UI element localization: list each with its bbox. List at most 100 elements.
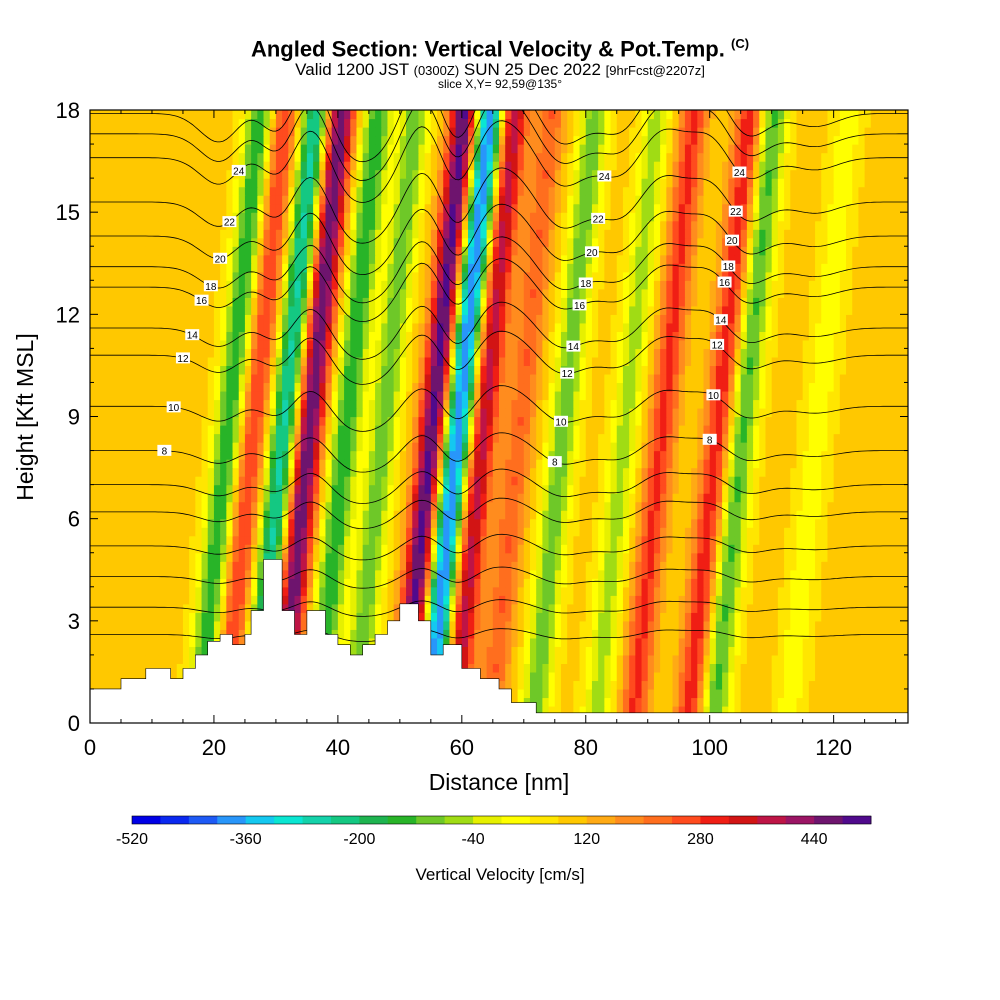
- field-cell: [641, 637, 649, 647]
- field-cell: [430, 586, 438, 596]
- field-cell: [151, 467, 159, 477]
- field-cell: [430, 527, 438, 537]
- field-cell: [598, 561, 605, 571]
- field-cell: [331, 595, 339, 605]
- field-cell: [350, 595, 358, 605]
- field-cell: [833, 442, 841, 452]
- field-cell: [325, 595, 333, 605]
- field-cell: [753, 663, 760, 673]
- field-cell: [771, 680, 779, 690]
- field-cell: [548, 569, 556, 579]
- field-cell: [275, 416, 283, 426]
- field-cell: [629, 671, 636, 682]
- field-cell: [839, 680, 847, 690]
- field-cell: [808, 450, 816, 460]
- field-cell: [282, 518, 289, 528]
- field-cell: [232, 459, 240, 469]
- field-cell: [523, 569, 531, 579]
- field-cell: [585, 442, 593, 452]
- field-cell: [151, 476, 159, 486]
- field-cell: [827, 493, 835, 503]
- field-cell: [901, 646, 908, 656]
- field-cell: [579, 459, 587, 469]
- field-cell: [90, 629, 97, 639]
- field-cell: [499, 578, 506, 588]
- field-cell: [660, 586, 667, 596]
- field-cell: [114, 467, 122, 477]
- field-cell: [678, 586, 686, 596]
- field-cell: [486, 578, 494, 588]
- field-cell: [381, 416, 389, 426]
- field-cell: [257, 561, 265, 571]
- field-cell: [424, 544, 432, 554]
- field-cell: [158, 518, 165, 528]
- field-cell: [536, 442, 543, 452]
- field-cell: [145, 442, 153, 452]
- field-cell: [505, 433, 512, 443]
- field-cell: [883, 680, 891, 690]
- field-cell: [790, 407, 798, 418]
- field-cell: [802, 705, 810, 716]
- field-cell: [895, 535, 903, 545]
- field-cell: [468, 450, 475, 460]
- field-cell: [505, 535, 512, 545]
- field-cell: [226, 407, 234, 418]
- field-cell: [802, 680, 810, 690]
- field-cell: [145, 459, 153, 469]
- field-cell: [641, 510, 649, 520]
- field-cell: [244, 586, 252, 596]
- field-cell: [213, 620, 221, 630]
- field-cell: [313, 552, 320, 562]
- field-cell: [858, 612, 866, 622]
- field-cell: [883, 578, 891, 588]
- field-cell: [771, 603, 779, 613]
- field-cell: [715, 578, 723, 588]
- field-cell: [777, 612, 785, 622]
- field-cell: [430, 552, 438, 562]
- field-cell: [870, 586, 878, 596]
- field-cell: [108, 680, 116, 690]
- field-cell: [319, 459, 327, 469]
- field-cell: [852, 518, 860, 528]
- field-cell: [771, 654, 779, 664]
- field-cell: [337, 595, 345, 605]
- field-cell: [753, 518, 760, 528]
- field-cell: [901, 450, 908, 460]
- field-cell: [430, 433, 438, 443]
- field-cell: [213, 552, 221, 562]
- field-cell: [777, 501, 785, 511]
- field-cell: [684, 680, 692, 690]
- field-cell: [480, 552, 488, 562]
- field-cell: [269, 459, 277, 469]
- field-cell: [362, 501, 370, 511]
- field-cell: [802, 552, 810, 562]
- field-cell: [660, 407, 667, 418]
- field-cell: [120, 510, 128, 520]
- field-cell: [573, 501, 581, 511]
- field-cell: [251, 416, 258, 426]
- field-cell: [548, 578, 556, 588]
- field-cell: [511, 501, 519, 511]
- field-cell: [151, 578, 159, 588]
- field-cell: [846, 544, 853, 554]
- field-cell: [870, 705, 878, 716]
- field-cell: [765, 544, 773, 554]
- field-cell: [220, 544, 227, 554]
- field-cell: [616, 654, 624, 664]
- field-cell: [362, 629, 370, 639]
- field-cell: [753, 510, 760, 520]
- field-cell: [251, 586, 258, 596]
- chart-subtitle: Valid 1200 JST (0300Z) SUN 25 Dec 2022 […: [295, 60, 705, 79]
- field-cell: [567, 578, 574, 588]
- field-cell: [870, 527, 878, 537]
- field-cell: [443, 569, 451, 579]
- field-cell: [858, 663, 866, 673]
- field-cell: [486, 552, 494, 562]
- field-cell: [220, 595, 227, 605]
- field-cell: [579, 697, 587, 707]
- field-cell: [275, 527, 283, 537]
- field-cell: [616, 493, 624, 503]
- field-cell: [554, 620, 562, 630]
- field-cell: [833, 671, 841, 682]
- field-cell: [275, 450, 283, 460]
